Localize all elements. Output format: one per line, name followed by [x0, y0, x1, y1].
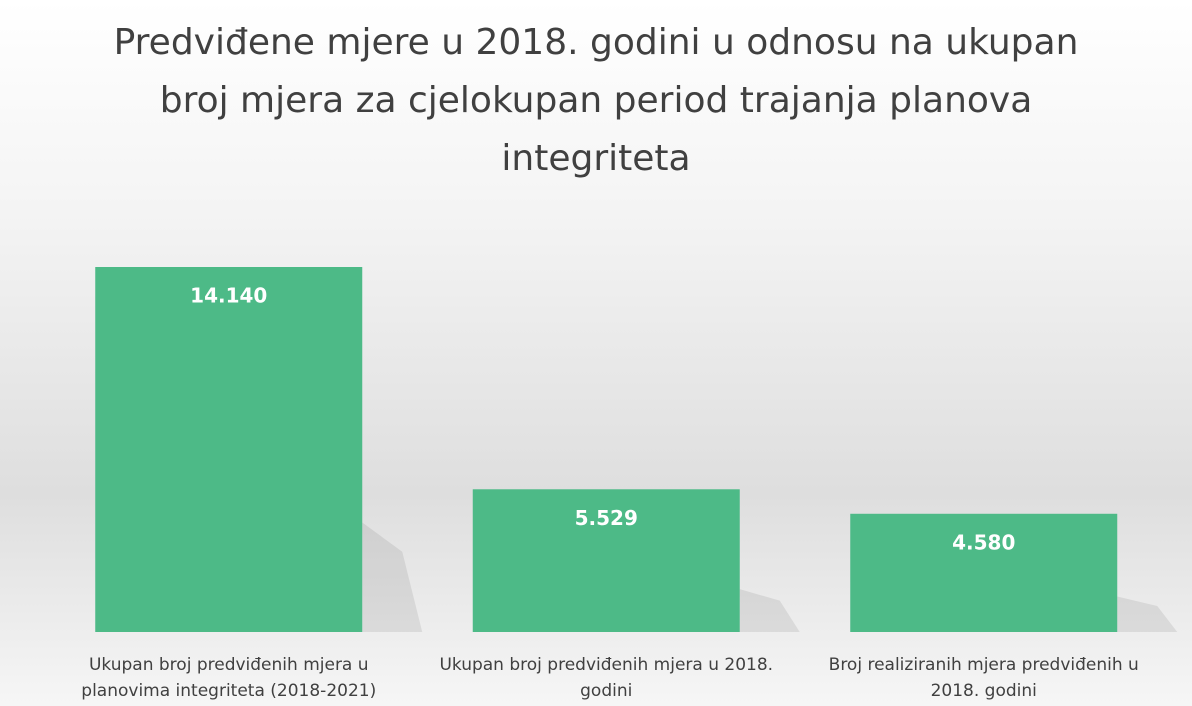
x-tick-label: Broj realiziranih mjera predviđenih u 20…: [828, 655, 1139, 701]
bar: [95, 267, 363, 632]
bar-shadow: [1117, 596, 1178, 632]
bar: [472, 489, 740, 632]
x-tick-label: Ukupan broj predviđenih mjera u 2018. go…: [439, 655, 774, 701]
value-label: 14.140: [190, 284, 267, 308]
bar-shadow: [362, 522, 423, 632]
value-label: 5.529: [575, 506, 638, 530]
x-tick-label: Ukupan broj predviđenih mjera u planovim…: [81, 655, 377, 701]
chart-title: Predviđene mjere u 2018. godini u odnosu…: [113, 22, 1079, 179]
bar-shadow: [739, 589, 800, 632]
value-label: 4.580: [952, 530, 1015, 554]
chart: 14.140 5.529 4.580: [95, 267, 1178, 632]
bar: [850, 513, 1118, 632]
